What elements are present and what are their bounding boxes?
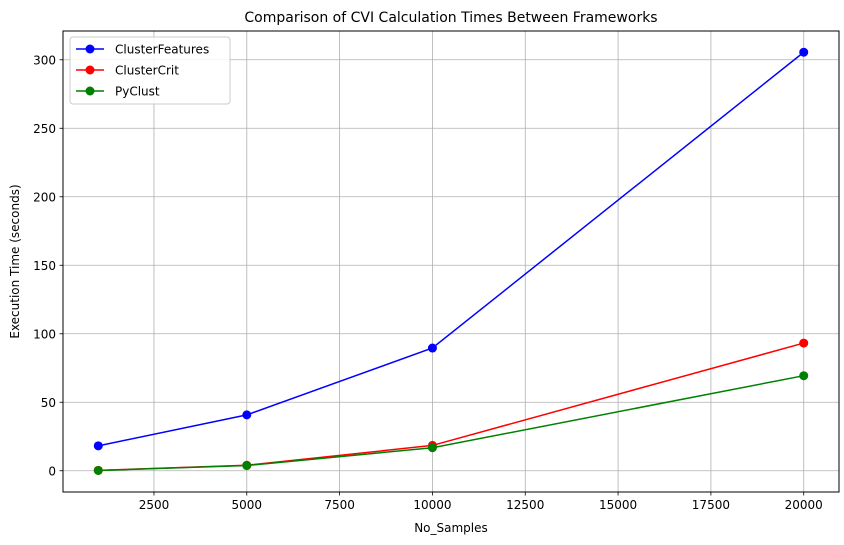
data-point-pyclust	[799, 371, 809, 381]
ticks: 2500 5000 7500 10000 12500 15000 17500 20000 0 50…	[33, 53, 823, 512]
series-line-clustercrit	[98, 342, 804, 472]
legend-label: ClusterCrit	[115, 64, 179, 78]
legend: ClusterFeatures ClusterCrit PyClust	[69, 36, 231, 105]
data-point-clustercrit	[799, 338, 809, 348]
x-tick-label: 12500	[506, 498, 544, 512]
grid	[63, 31, 839, 492]
chart-title: Comparison of CVI Calculation Times Betw…	[244, 10, 657, 26]
y-tick-label: 50	[41, 396, 56, 410]
data-point-pyclust	[93, 465, 103, 475]
y-tick-label: 250	[33, 122, 56, 136]
data-point-clusterfeatures	[93, 441, 103, 451]
series-line-pyclust	[98, 374, 804, 472]
legend-marker	[85, 44, 95, 54]
y-tick-label: 100	[33, 327, 56, 341]
legend-label: PyClust	[115, 85, 160, 99]
x-tick-label: 10000	[413, 498, 451, 512]
data-point-clusterfeatures	[242, 410, 252, 420]
data-point-clusterfeatures	[427, 343, 437, 353]
y-tick-label: 150	[33, 259, 56, 273]
legend-box	[69, 36, 231, 105]
series-layer	[93, 47, 809, 475]
x-tick-label: 15000	[599, 498, 637, 512]
x-tick-label: 20000	[785, 498, 823, 512]
x-tick-label: 2500	[139, 498, 170, 512]
legend-marker	[85, 65, 95, 75]
y-tick-label: 200	[33, 190, 56, 204]
legend-marker	[85, 86, 95, 96]
data-point-pyclust	[242, 461, 252, 471]
series-line-clusterfeatures	[98, 51, 805, 447]
y-tick-label: 300	[33, 53, 56, 67]
data-point-clusterfeatures	[799, 47, 809, 57]
y-axis-label: Execution Time (seconds)	[8, 184, 22, 338]
plot-frame	[62, 30, 840, 493]
x-tick-label: 7500	[324, 498, 355, 512]
x-axis-label: No_Samples	[414, 521, 488, 535]
x-tick-label: 17500	[692, 498, 730, 512]
data-point-pyclust	[427, 443, 437, 453]
legend-label: ClusterFeatures	[115, 43, 209, 57]
x-tick-label: 5000	[232, 498, 263, 512]
y-tick-label: 0	[48, 464, 56, 478]
